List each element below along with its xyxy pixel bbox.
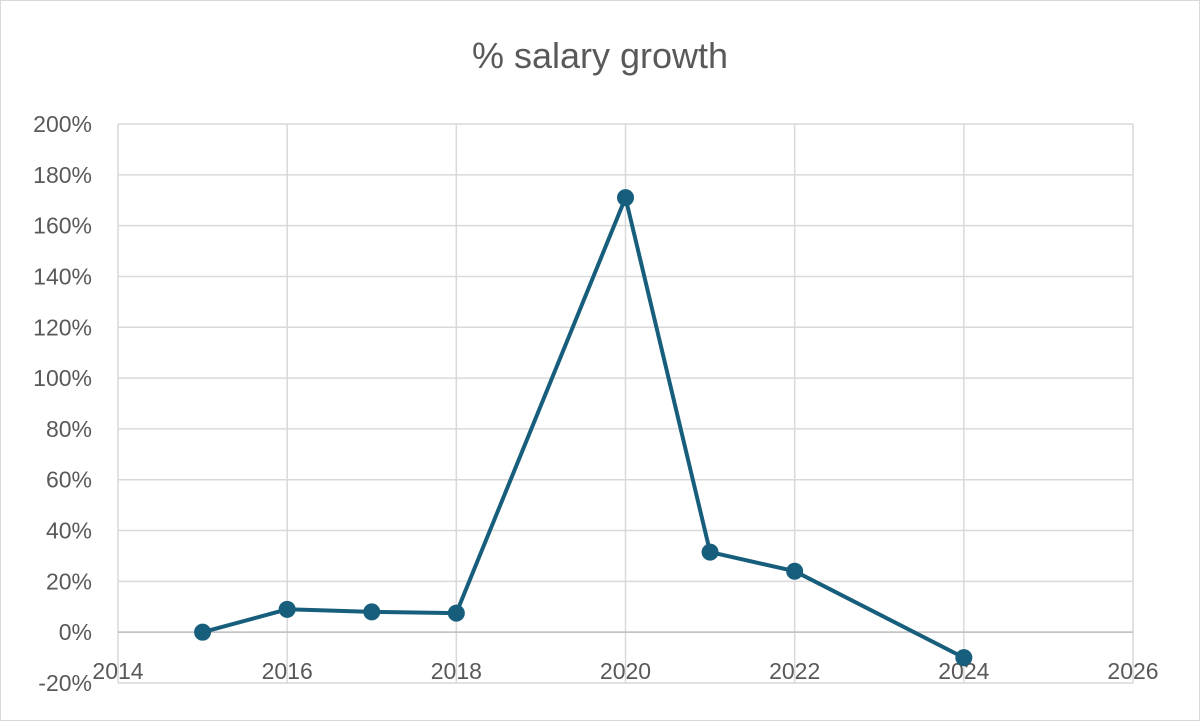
data-point <box>278 600 296 618</box>
y-tick-label: 80% <box>46 416 92 442</box>
chart-title: % salary growth <box>472 35 728 76</box>
x-tick-label: 2014 <box>92 658 143 684</box>
series-points <box>194 189 973 667</box>
y-tick-label: 120% <box>33 314 92 340</box>
y-tick-label: 0% <box>59 619 92 645</box>
data-point <box>194 623 212 641</box>
data-point <box>447 604 465 622</box>
data-point <box>701 543 719 561</box>
data-point <box>955 649 973 667</box>
y-tick-label: 200% <box>33 111 92 137</box>
y-tick-label: -20% <box>38 670 92 696</box>
y-tick-label: 100% <box>33 365 92 391</box>
y-tick-label: 140% <box>33 263 92 289</box>
y-tick-label: 160% <box>33 213 92 239</box>
y-tick-label: 180% <box>33 162 92 188</box>
y-axis-tick-labels: -20% 0% 20% 40% 60% 80% 100% 120% 140% 160% 180% 20… <box>33 111 92 696</box>
y-tick-label: 60% <box>46 467 92 493</box>
data-point <box>617 189 634 207</box>
gridlines <box>117 123 1134 684</box>
data-point <box>786 562 804 580</box>
x-tick-label: 2026 <box>1107 658 1158 684</box>
x-tick-label: 2018 <box>431 658 482 684</box>
y-tick-label: 40% <box>46 518 92 544</box>
series-lines <box>202 195 965 660</box>
x-tick-label: 2022 <box>769 658 820 684</box>
x-tick-label: 2016 <box>262 658 313 684</box>
data-point <box>363 603 381 621</box>
x-axis-tick-labels: 2014 2016 2018 2020 2022 2024 2026 <box>92 658 1158 684</box>
y-tick-label: 20% <box>46 568 92 594</box>
x-tick-label: 2020 <box>600 658 651 684</box>
series-line <box>202 195 965 660</box>
